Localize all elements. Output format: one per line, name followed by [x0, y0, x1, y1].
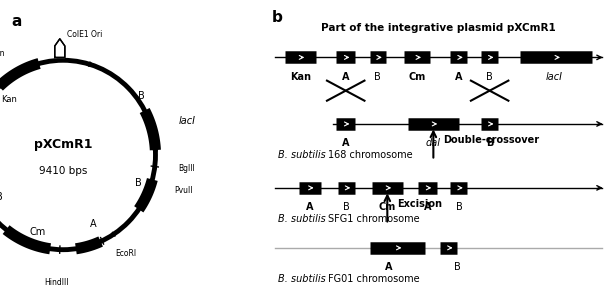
Text: a: a — [11, 14, 21, 29]
Text: B. subtilis: B. subtilis — [278, 274, 326, 284]
Text: B. subtilis: B. subtilis — [278, 214, 326, 224]
Polygon shape — [55, 39, 65, 57]
Text: Kan: Kan — [0, 49, 4, 58]
Text: dal: dal — [426, 138, 441, 148]
Text: A: A — [306, 202, 313, 212]
Text: FG01 chromosome: FG01 chromosome — [328, 274, 419, 284]
Text: A: A — [455, 72, 463, 82]
Text: A: A — [342, 138, 350, 148]
Text: EcoRI: EcoRI — [116, 249, 137, 258]
Text: ColE1 Ori: ColE1 Ori — [67, 30, 102, 39]
Text: B: B — [486, 72, 493, 82]
Text: 168 chromosome: 168 chromosome — [328, 150, 412, 160]
Text: 9410 bps: 9410 bps — [39, 166, 87, 176]
Text: lacI: lacI — [546, 72, 563, 82]
Text: B: B — [375, 72, 381, 82]
Text: Kan: Kan — [290, 72, 311, 82]
Text: A: A — [342, 72, 350, 82]
Text: A: A — [424, 202, 431, 212]
Text: lacI: lacI — [178, 116, 195, 126]
Text: SFG1 chromosome: SFG1 chromosome — [328, 214, 419, 224]
Text: B: B — [454, 262, 460, 272]
Text: HindIII: HindIII — [44, 278, 69, 287]
Text: B: B — [456, 202, 462, 212]
Text: Excision: Excision — [398, 199, 443, 209]
Text: Cm: Cm — [409, 72, 426, 82]
Text: B: B — [0, 192, 2, 202]
Text: b: b — [272, 10, 282, 26]
Text: A: A — [385, 262, 393, 272]
Text: B: B — [135, 178, 142, 188]
Text: Double-crossover: Double-crossover — [443, 135, 540, 145]
Text: Kan: Kan — [1, 94, 17, 104]
Text: Cm: Cm — [379, 202, 396, 212]
Text: B. subtilis: B. subtilis — [278, 150, 326, 160]
Text: PvuII: PvuII — [174, 186, 193, 195]
Text: B: B — [486, 138, 493, 148]
Text: BglII: BglII — [178, 164, 195, 173]
Text: A: A — [90, 220, 97, 230]
Text: B: B — [343, 202, 350, 212]
Text: B: B — [138, 91, 145, 101]
Text: pXCmR1: pXCmR1 — [33, 138, 93, 152]
Text: Part of the integrative plasmid pXCmR1: Part of the integrative plasmid pXCmR1 — [321, 24, 556, 34]
Text: Cm: Cm — [30, 226, 46, 236]
